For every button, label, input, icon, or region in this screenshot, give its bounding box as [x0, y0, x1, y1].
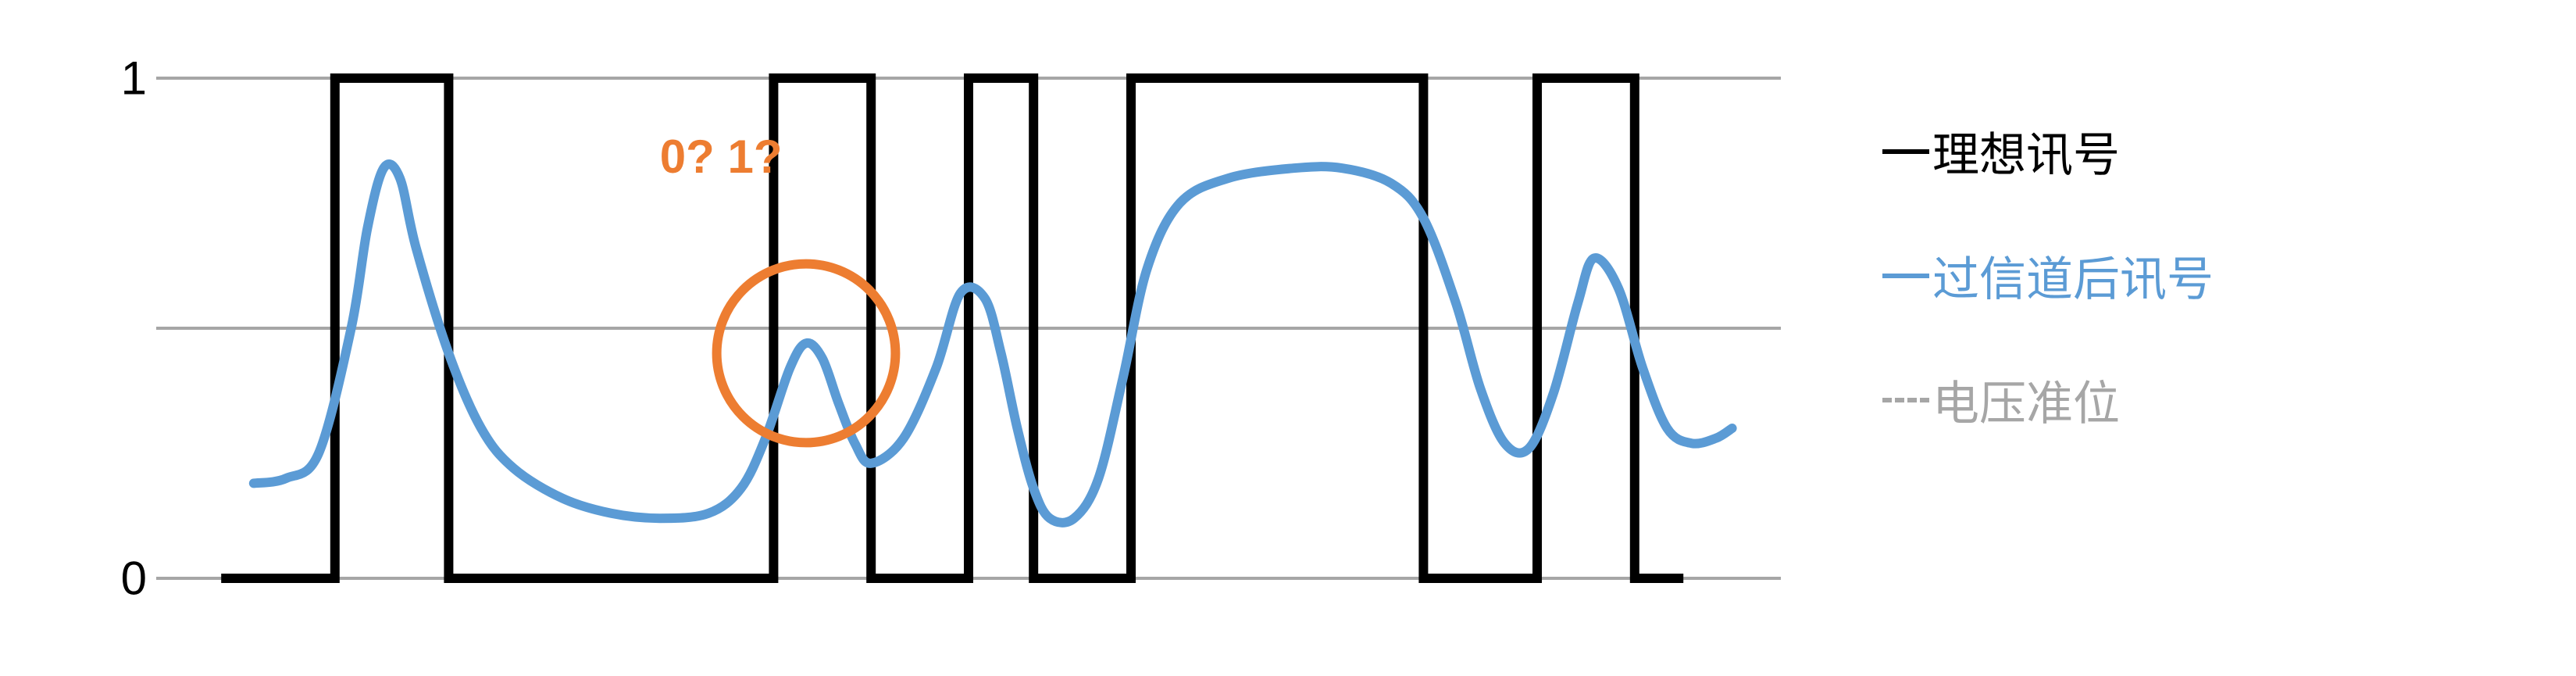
- legend-dash-icon: [1882, 398, 1929, 402]
- y-tick-label: 1: [100, 52, 147, 106]
- legend-item: 理想讯号: [1882, 117, 2214, 185]
- y-tick-label: 0: [100, 552, 147, 606]
- legend-item: 过信道后讯号: [1882, 241, 2214, 309]
- channel-signal-line: [254, 164, 1732, 523]
- signal-chart: 0 1 0? 1? 理想讯号过信道后讯号电压准位: [0, 0, 2576, 672]
- ambiguity-annotation: 0? 1?: [660, 130, 783, 184]
- legend-label: 过信道后讯号: [1932, 241, 2214, 309]
- legend: 理想讯号过信道后讯号电压准位: [1882, 117, 2214, 490]
- legend-dash-icon: [1882, 149, 1929, 154]
- legend-item: 电压准位: [1882, 366, 2214, 434]
- legend-label: 电压准位: [1932, 366, 2120, 434]
- legend-label: 理想讯号: [1932, 117, 2120, 185]
- legend-dash-icon: [1882, 274, 1929, 278]
